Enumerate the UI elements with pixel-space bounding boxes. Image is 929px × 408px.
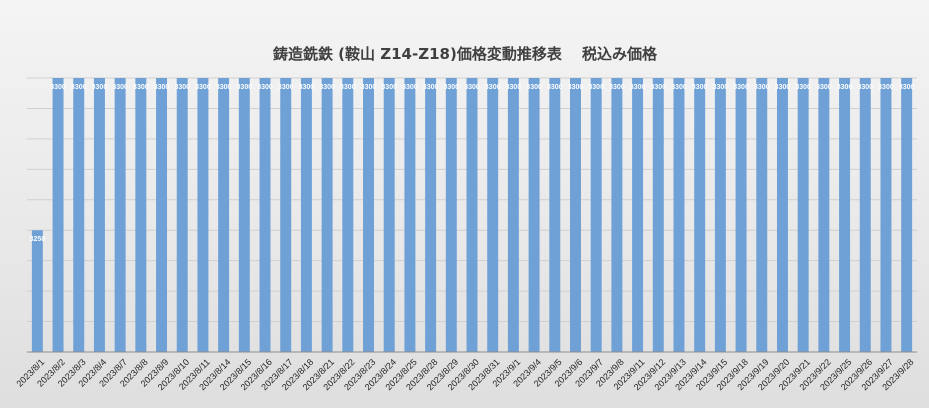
data-labels: 3250 3300 3300 3300 3300 3300 3300 3300 3300 3300… xyxy=(30,84,915,243)
data-label: 3300 xyxy=(444,84,460,91)
bar xyxy=(756,78,768,352)
x-tick-labels: 2023/8/12023/8/22023/8/32023/8/42023/8/7… xyxy=(14,357,915,392)
data-label: 3300 xyxy=(526,84,542,91)
data-label: 3300 xyxy=(361,84,377,91)
data-label: 3300 xyxy=(195,84,211,91)
data-label: 3300 xyxy=(340,84,356,91)
data-label: 3300 xyxy=(278,84,294,91)
bar xyxy=(839,78,851,352)
data-label: 3300 xyxy=(237,84,253,91)
bar xyxy=(797,78,809,352)
bar xyxy=(880,78,892,352)
data-label: 3300 xyxy=(112,84,128,91)
bar xyxy=(135,78,147,352)
data-label: 3300 xyxy=(754,84,770,91)
bar xyxy=(383,78,395,352)
bar xyxy=(570,78,581,352)
data-label: 3300 xyxy=(485,84,501,91)
data-label: 3300 xyxy=(133,84,149,91)
bar xyxy=(776,78,788,352)
bar xyxy=(73,78,85,352)
bar-series xyxy=(31,78,913,352)
data-label: 3300 xyxy=(713,84,729,91)
data-label: 3300 xyxy=(650,84,666,91)
data-label: 3300 xyxy=(92,84,108,91)
bar xyxy=(238,78,250,352)
data-label: 3300 xyxy=(775,84,791,91)
bar xyxy=(52,78,64,352)
bar xyxy=(818,78,830,352)
data-label: 3300 xyxy=(568,84,584,91)
data-label: 3300 xyxy=(630,84,646,91)
data-label: 3300 xyxy=(154,84,170,91)
data-label: 3300 xyxy=(464,84,480,91)
data-label: 3300 xyxy=(174,84,190,91)
bar xyxy=(735,78,747,352)
bar xyxy=(176,78,188,352)
bar xyxy=(300,78,312,352)
bar xyxy=(31,230,43,352)
data-label: 3300 xyxy=(319,84,335,91)
bar xyxy=(590,78,602,352)
bar xyxy=(487,78,499,352)
data-label: 3300 xyxy=(506,84,522,91)
data-label: 3300 xyxy=(216,84,232,91)
bar xyxy=(218,78,230,352)
bar xyxy=(445,78,457,352)
bar xyxy=(528,78,540,352)
bar xyxy=(901,78,913,352)
bar xyxy=(93,78,105,352)
data-label: 3300 xyxy=(381,84,397,91)
chart-title: 鋳造銑鉄 (鞍山 Z14-Z18)価格変動推移表 税込み価格 xyxy=(273,45,658,63)
bar xyxy=(197,78,209,352)
bar xyxy=(714,78,726,352)
bar xyxy=(611,78,623,352)
data-label: 3300 xyxy=(609,84,625,91)
data-label: 3300 xyxy=(671,84,687,91)
bar xyxy=(632,78,644,352)
data-label: 3250 xyxy=(30,236,46,243)
data-label: 3300 xyxy=(857,84,873,91)
bar xyxy=(363,78,374,352)
bar xyxy=(549,78,561,352)
bar xyxy=(280,78,292,352)
data-label: 3300 xyxy=(899,84,915,91)
data-label: 3300 xyxy=(795,84,811,91)
data-label: 3300 xyxy=(423,84,439,91)
bar xyxy=(507,78,519,352)
data-label: 3300 xyxy=(816,84,832,91)
data-label: 3300 xyxy=(837,84,853,91)
bar xyxy=(342,78,354,352)
bar xyxy=(652,78,664,352)
bar xyxy=(114,78,126,352)
data-label: 3300 xyxy=(878,84,894,91)
bar xyxy=(694,78,706,352)
bar xyxy=(321,78,333,352)
bar xyxy=(466,78,478,352)
bar xyxy=(859,78,871,352)
bar xyxy=(156,78,168,352)
bar xyxy=(404,78,416,352)
data-label: 3300 xyxy=(547,84,563,91)
data-label: 3300 xyxy=(692,84,708,91)
data-label: 3300 xyxy=(257,84,273,91)
data-label: 3300 xyxy=(50,84,66,91)
bar xyxy=(425,78,437,352)
bar xyxy=(673,78,685,352)
data-label: 3300 xyxy=(733,84,749,91)
data-label: 3300 xyxy=(588,84,604,91)
data-label: 3300 xyxy=(402,84,418,91)
data-label: 3300 xyxy=(71,84,87,91)
data-label: 3300 xyxy=(299,84,315,91)
bar xyxy=(259,78,271,352)
